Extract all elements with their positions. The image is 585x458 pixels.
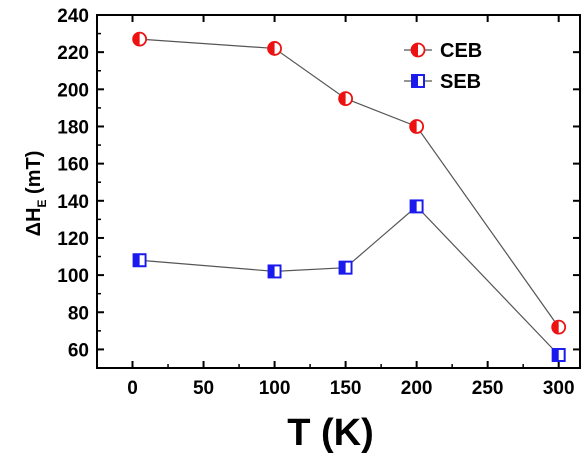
marker-fill-left	[411, 43, 418, 57]
y-tick-label: 240	[57, 6, 89, 27]
legend-label-ceb: CEB	[440, 40, 482, 62]
marker-border	[409, 199, 424, 214]
x-tick-label: 50	[193, 378, 214, 399]
data-point-ceb	[267, 41, 282, 56]
axes-layer	[96, 14, 581, 369]
marker-fill-left	[339, 92, 346, 106]
marker-border	[338, 260, 353, 275]
y-axis-title: ΔHE (mT)	[23, 151, 49, 237]
marker-fill-left	[268, 41, 275, 55]
data-point-seb	[551, 348, 566, 362]
x-tick-label: 100	[259, 378, 291, 399]
marker-fill-left	[339, 261, 346, 274]
marker-border	[551, 348, 566, 362]
legend-marker-seb	[411, 74, 425, 88]
y-tick-label: 220	[57, 43, 89, 64]
data-point-ceb	[409, 119, 425, 134]
x-axis-title: T (K)	[287, 412, 374, 453]
data-point-seb	[132, 253, 147, 268]
marker-border	[267, 264, 282, 279]
y-tick-label: 60	[68, 340, 89, 361]
data-point-ceb	[132, 31, 148, 47]
x-tick-label: 0	[127, 378, 138, 399]
legend: CEB SEB	[404, 40, 482, 93]
marker-fill-left	[133, 32, 140, 46]
y-tick-label: 180	[57, 117, 89, 138]
data-point-seb	[338, 260, 353, 275]
data-point-ceb	[551, 319, 567, 335]
y-tick-label: 140	[57, 192, 89, 213]
legend-label-seb: SEB	[440, 71, 481, 93]
y-axis-title-unit: (mT)	[23, 151, 45, 200]
y-tick-label: 200	[57, 80, 89, 101]
y-axis-title-main: ΔH	[23, 208, 45, 237]
marker-fill-left	[412, 75, 418, 87]
marker-fill-left	[552, 320, 559, 334]
marker-fill-left	[552, 348, 559, 361]
y-tick-label: 120	[57, 229, 89, 250]
points-layer	[132, 31, 567, 362]
data-point-seb	[267, 264, 282, 279]
legend-marker-ceb	[410, 42, 426, 58]
y-axis-title-subscript: E	[35, 200, 49, 208]
y-tick-label: 160	[57, 155, 89, 176]
marker-border	[132, 253, 147, 268]
series-line-seb	[139, 205, 560, 356]
x-tick-label: 200	[401, 378, 433, 399]
marker-fill-left	[268, 265, 275, 278]
x-tick-label: 250	[472, 378, 504, 399]
y-tick-label: 100	[57, 266, 89, 287]
data-point-seb	[409, 199, 424, 214]
series-lines-layer	[139, 38, 560, 356]
marker-fill-left	[410, 119, 417, 133]
x-tick-label: 150	[330, 378, 362, 399]
marker-fill-left	[133, 254, 140, 267]
x-tick-label: 300	[543, 378, 575, 399]
marker-border	[411, 74, 425, 88]
marker-fill-left	[410, 200, 417, 213]
labels-layer: 0 50 100 150 200 250 300 60 80 100 120 140 160 180 200…	[23, 6, 575, 454]
series-line-ceb	[139, 38, 560, 328]
y-tick-label: 80	[68, 303, 89, 324]
plot-frame	[96, 14, 581, 369]
data-point-ceb	[338, 91, 354, 107]
